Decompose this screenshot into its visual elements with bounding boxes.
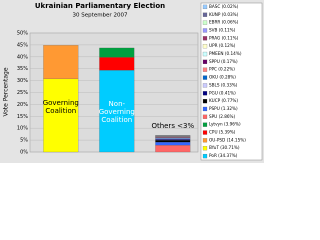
legend-swatch xyxy=(202,122,208,127)
legend-swatch xyxy=(202,28,208,33)
legend-swatch xyxy=(202,106,208,112)
legend-swatch xyxy=(202,12,208,17)
bar-segment xyxy=(99,47,135,58)
legend-swatch xyxy=(202,75,208,80)
bar-segment xyxy=(155,138,191,140)
legend-label: SVB (0.11%) xyxy=(209,27,236,32)
legend-swatch xyxy=(202,83,208,88)
legend-swatch xyxy=(202,130,208,135)
legend-swatch xyxy=(202,59,208,64)
legend-label: PRAG (0.11%) xyxy=(209,35,239,40)
y-axis-title: Vote Percentage xyxy=(3,67,10,116)
bar-segment xyxy=(155,139,191,141)
bar-segment xyxy=(99,70,135,153)
legend-swatch xyxy=(202,146,208,151)
bar-segment xyxy=(155,140,191,143)
legend-swatch xyxy=(202,36,208,41)
bar-segment xyxy=(155,141,191,146)
legend-label: Lytvyn (3.96%) xyxy=(209,122,241,127)
legend-label: EBRR (0.06%) xyxy=(209,20,239,25)
y-tick-label: 25% xyxy=(17,90,28,96)
bar-segment xyxy=(43,78,79,153)
legend-label: PSPU (1.32%) xyxy=(209,106,238,111)
chart-title: Ukrainian Parliamentary Election xyxy=(35,2,165,10)
legend-label: PMEEN (0.14%) xyxy=(209,51,242,56)
category-label: Non-Governing Coalition xyxy=(98,99,135,124)
legend-label: BASC (0.02%) xyxy=(209,4,239,9)
legend-label: BYuT (30.71%) xyxy=(209,145,240,150)
page: Ukrainian Parliamentary Election 30 Sept… xyxy=(0,0,264,163)
y-tick-label: 45% xyxy=(17,42,28,48)
legend-label: PPC (0.22%) xyxy=(209,67,235,72)
legend-swatch xyxy=(202,138,208,143)
legend-label: SPPU (0.17%) xyxy=(209,59,238,64)
legend-label: OU-PSD (14.15%) xyxy=(209,137,246,142)
legend-swatch xyxy=(202,51,208,57)
bar-segment xyxy=(43,45,79,80)
legend-swatch xyxy=(202,153,208,159)
legend-swatch xyxy=(202,67,208,72)
y-tick-label: 15% xyxy=(17,114,28,120)
y-tick-label: 30% xyxy=(17,78,28,84)
category-label: Governing Coalition xyxy=(42,98,79,115)
category-label: Others <3% xyxy=(151,122,195,131)
y-tick-label: 20% xyxy=(17,102,28,108)
legend-label: OKU (0.28%) xyxy=(209,75,236,80)
legend-label: SPU (2.86%) xyxy=(209,114,236,119)
legend-label: KUNP (0.03%) xyxy=(209,12,239,17)
chart: Ukrainian Parliamentary Election 30 Sept… xyxy=(3,2,263,161)
legend-label: CPU (5.39%) xyxy=(209,130,236,135)
legend-swatch xyxy=(202,20,208,25)
legend-swatch xyxy=(202,91,208,96)
legend-swatch xyxy=(202,44,208,49)
legend-label: PGU (0.41%) xyxy=(209,90,236,95)
y-tick-label: 5% xyxy=(20,138,28,144)
y-tick-label: 50% xyxy=(17,31,28,37)
chart-subtitle: 30 September 2007 xyxy=(73,13,128,19)
bar-segment xyxy=(155,145,191,153)
y-tick-label: 35% xyxy=(17,66,28,72)
legend-swatch xyxy=(202,4,208,10)
bar-segment xyxy=(99,57,135,71)
legend-box xyxy=(200,2,263,161)
legend-label: UPR (0.12%) xyxy=(209,43,236,48)
legend-label: PoR (34.37%) xyxy=(209,153,238,158)
legend-label: SBLS (0.33%) xyxy=(209,82,238,87)
y-tick-label: 40% xyxy=(17,54,28,60)
legend-swatch xyxy=(202,114,208,119)
legend-swatch xyxy=(202,99,208,104)
y-tick-label: 0% xyxy=(20,150,28,156)
y-tick-label: 10% xyxy=(17,126,28,132)
legend-label: KUCP (0.77%) xyxy=(209,98,238,103)
